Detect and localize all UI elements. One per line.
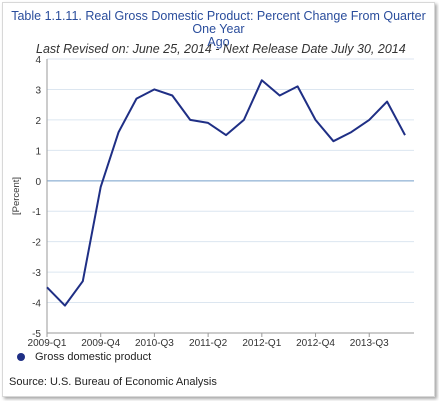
legend-marker (17, 353, 25, 361)
x-tick-label: 2010-Q3 (135, 338, 174, 349)
x-tick-label: 2009-Q4 (81, 338, 120, 349)
x-tick-label: 2012-Q1 (242, 338, 281, 349)
chart-legend: Gross domestic product (17, 351, 151, 363)
y-axis-title: [Percent] (11, 177, 22, 215)
y-tick-label: 2 (35, 116, 41, 127)
legend-label: Gross domestic product (35, 351, 152, 363)
y-tick-label: 4 (35, 55, 41, 66)
y-tick-label: -3 (32, 268, 41, 279)
y-tick-label: -1 (32, 207, 41, 218)
y-tick-label: -5 (32, 329, 41, 340)
source-note: Source: U.S. Bureau of Economic Analysis (9, 376, 217, 388)
y-tick-label: -4 (32, 299, 41, 310)
chart-title-line-1: Table 1.1.11. Real Gross Domestic Produc… (11, 9, 426, 36)
chart-title: Table 1.1.11. Real Gross Domestic Produc… (3, 10, 434, 49)
x-tick-label: 2009-Q1 (28, 338, 67, 349)
plot-area (47, 59, 414, 333)
x-tick-label: 2011-Q2 (189, 338, 228, 349)
chart-title-line-2: Ago (207, 35, 230, 49)
y-tick-label: 1 (35, 146, 41, 157)
chart-subtitle: Last Revised on: June 25, 2014 - Next Re… (36, 42, 406, 56)
chart-panel: Table 1.1.11. Real Gross Domestic Produc… (2, 2, 435, 397)
y-tick-label: 3 (35, 85, 41, 96)
x-tick-label: 2012-Q4 (296, 338, 335, 349)
series-line-gross-domestic-product (46, 79, 406, 307)
y-tick-label: 0 (35, 177, 41, 188)
y-tick-label: -2 (32, 238, 41, 249)
x-tick-label: 2013-Q3 (350, 338, 389, 349)
